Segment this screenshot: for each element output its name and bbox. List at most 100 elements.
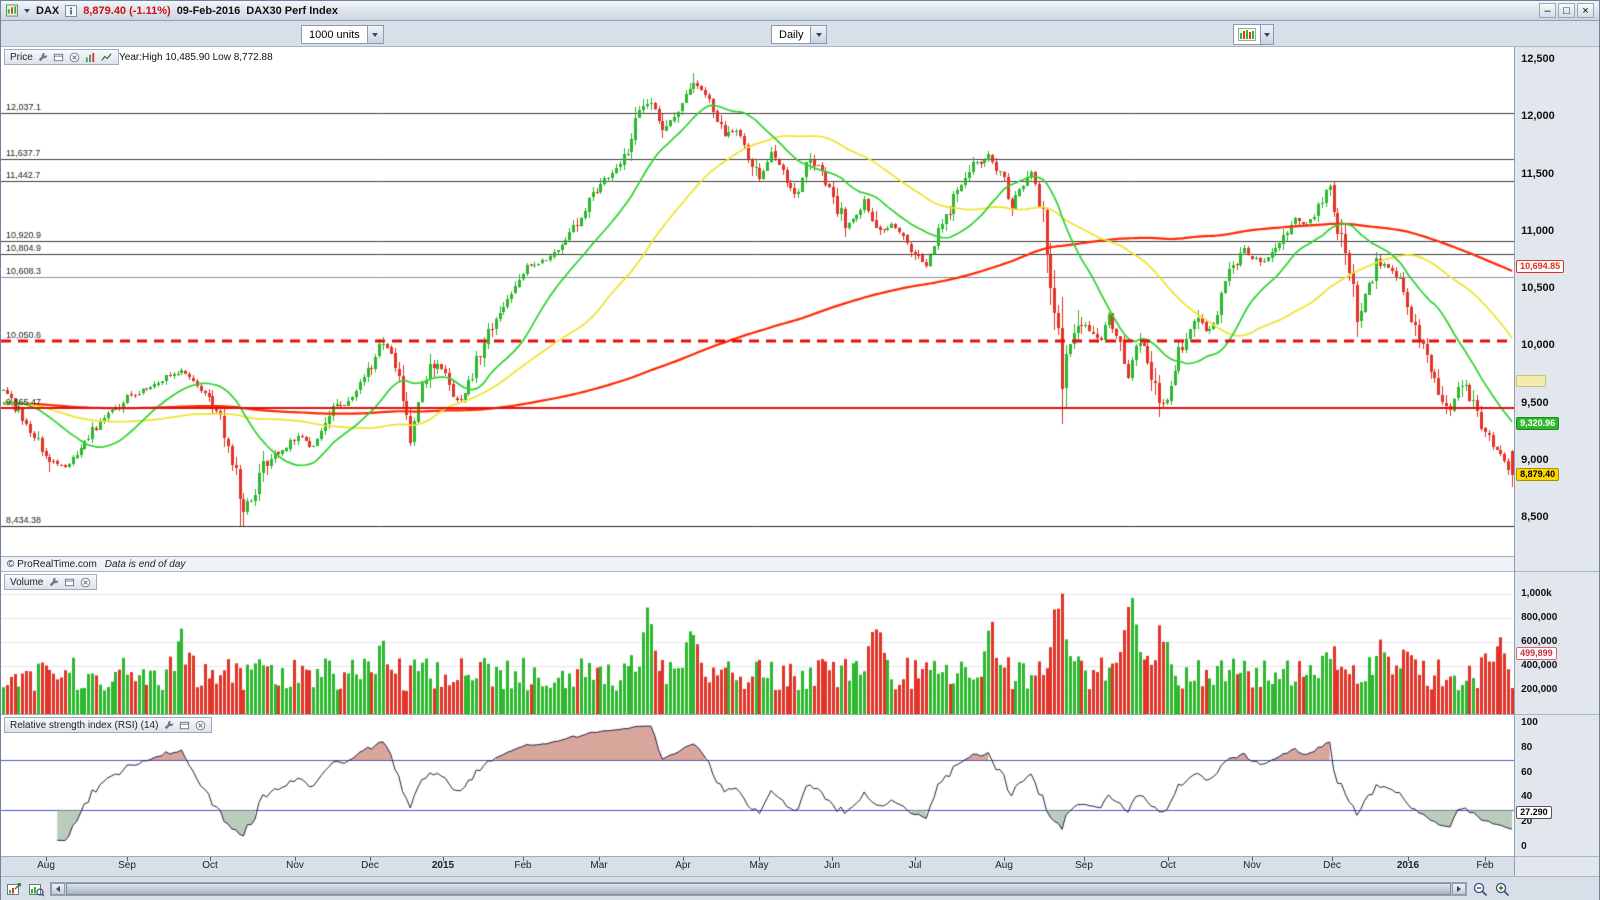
chart-region: Price Year:High 10,485.90 Low 8,772.88 ©… (1, 47, 1599, 876)
time-axis-tick (127, 857, 128, 861)
axis-tick-label: 11,000 (1521, 224, 1555, 237)
axis-tick-label: 10,500 (1521, 282, 1555, 295)
time-axis-tick (1252, 857, 1253, 861)
price-axis[interactable]: 12,500 12,000 11,500 11,000 10,500 10,000 9,50… (1515, 47, 1599, 572)
axis-tick-label: 1,000k (1521, 587, 1552, 599)
rsi-panel: Relative strength index (RSI) (14) (1, 715, 1515, 857)
time-axis-label: Jun (823, 860, 841, 871)
axis-tick-label: 12,000 (1521, 110, 1555, 123)
duplicate-window-icon[interactable] (63, 576, 75, 588)
close-panel-icon[interactable] (194, 719, 206, 731)
axis-tick-label: 600,000 (1521, 635, 1558, 647)
time-axis-label: Jul (908, 860, 922, 871)
volume-axis[interactable]: 1,000k 800,000 600,000 400,000 200,000 499,89… (1515, 572, 1599, 715)
axis-tick-label: 400,000 (1521, 659, 1558, 671)
zoom-in-icon[interactable] (1494, 881, 1511, 898)
units-dropdown-caret[interactable] (366, 26, 383, 43)
price-panel-header: Price (4, 49, 119, 65)
time-axis-label: Mar (590, 860, 608, 871)
time-axis-tick (599, 857, 600, 861)
timeframe-dropdown[interactable]: Daily (771, 25, 828, 44)
close-panel-icon[interactable] (69, 51, 81, 63)
maximize-button[interactable]: □ (1558, 3, 1575, 18)
units-dropdown[interactable]: 1000 units (301, 25, 384, 44)
timeframe-dropdown-caret[interactable] (810, 26, 827, 43)
axis-tick-label: 12,500 (1521, 52, 1555, 65)
time-axis-label: Sep (118, 860, 136, 871)
price-scale-icon[interactable] (85, 51, 97, 63)
close-button[interactable]: × (1577, 3, 1594, 18)
time-axis-tick (1168, 857, 1169, 861)
axis-tick-label: 60 (1521, 766, 1533, 778)
duplicate-window-icon[interactable] (53, 51, 65, 63)
indicator-settings-icon[interactable] (101, 51, 113, 63)
price-tag (1516, 374, 1547, 387)
volume-canvas[interactable] (1, 572, 1514, 714)
info-icon[interactable] (65, 4, 78, 17)
time-axis-tick (370, 857, 371, 861)
bottom-toolbar (1, 876, 1599, 900)
instrument-name: DAX30 Perf Index (246, 4, 338, 17)
price-panel-title: Price (10, 51, 33, 63)
chart-style-caret[interactable] (1260, 25, 1273, 44)
scrollbar-thumb[interactable] (66, 883, 1451, 895)
time-axis-tick (1408, 857, 1409, 861)
axis-corner (1515, 857, 1599, 876)
price-tag: 10,694.85 (1516, 259, 1565, 273)
volume-panel-header: Volume (4, 574, 98, 590)
scroll-right-arrow[interactable] (1452, 883, 1466, 895)
price-tag: 8,879.40 (1516, 467, 1560, 481)
time-axis-tick (1084, 857, 1085, 861)
rsi-axis[interactable]: 100 80 60 40 20 0 27.290 (1515, 715, 1599, 857)
wrench-icon[interactable] (37, 51, 49, 63)
time-axis-label: Feb (514, 860, 532, 871)
time-axis-tick (1332, 857, 1333, 861)
chart-snapshot-icon[interactable] (28, 881, 45, 898)
minimize-button[interactable]: – (1539, 3, 1556, 18)
time-axis-tick (210, 857, 211, 861)
copyright-text: © ProRealTime.com (7, 558, 97, 570)
duplicate-window-icon[interactable] (178, 719, 190, 731)
time-axis-label: 2016 (1396, 860, 1420, 871)
axis-tick-label: 200,000 (1521, 683, 1558, 695)
price-canvas[interactable] (1, 47, 1514, 556)
export-chart-icon[interactable] (6, 881, 23, 898)
time-axis-tick (759, 857, 760, 861)
right-axis-column: 12,500 12,000 11,500 11,000 10,500 10,000 9,50… (1514, 47, 1599, 876)
time-axis-tick (915, 857, 916, 861)
rsi-panel-header: Relative strength index (RSI) (14) (4, 717, 213, 733)
timeframe-dropdown-value: Daily (779, 28, 804, 41)
time-axis-label: Oct (202, 860, 218, 871)
axis-tick-label: 10,000 (1521, 339, 1555, 352)
chart-style-button[interactable] (1233, 24, 1274, 45)
time-axis-tick (295, 857, 296, 861)
wrench-icon[interactable] (162, 719, 174, 731)
time-axis-tick (443, 857, 444, 861)
volume-panel-title: Volume (10, 576, 44, 588)
scroll-left-arrow[interactable] (51, 883, 65, 895)
session-date: 09-Feb-2016 (176, 4, 241, 17)
zoom-out-icon[interactable] (1472, 881, 1489, 898)
price-tag: 499,899 (1516, 646, 1557, 660)
rsi-panel-title: Relative strength index (RSI) (14) (10, 719, 159, 731)
time-axis-label: Nov (286, 860, 304, 871)
axis-tick-label: 80 (1521, 741, 1533, 753)
last-price-change: 8,879.40 (-1.11%) (83, 4, 171, 17)
horizontal-scrollbar[interactable] (50, 882, 1467, 896)
time-axis-tick (1004, 857, 1005, 861)
time-axis: Aug Sep Oct Nov Dec 2015 Feb Mar Apr May Jun Jul Aug… (1, 857, 1515, 876)
wrench-icon[interactable] (47, 576, 59, 588)
symbol-dropdown-caret[interactable] (24, 8, 30, 13)
axis-tick-label: 20 (1521, 816, 1533, 828)
time-axis-label: May (749, 860, 769, 871)
price-panel: Price Year:High 10,485.90 Low 8,772.88 (1, 47, 1515, 557)
axis-tick-label: 8,500 (1521, 511, 1549, 524)
rsi-canvas[interactable] (1, 715, 1514, 856)
time-axis-label: Aug (37, 860, 55, 871)
axis-tick-label: 0 (1521, 841, 1527, 852)
copyright-strip: © ProRealTime.com Data is end of day (1, 557, 1515, 572)
close-panel-icon[interactable] (79, 576, 91, 588)
time-axis-label: Oct (1160, 860, 1176, 871)
time-axis-label: Sep (1075, 860, 1093, 871)
